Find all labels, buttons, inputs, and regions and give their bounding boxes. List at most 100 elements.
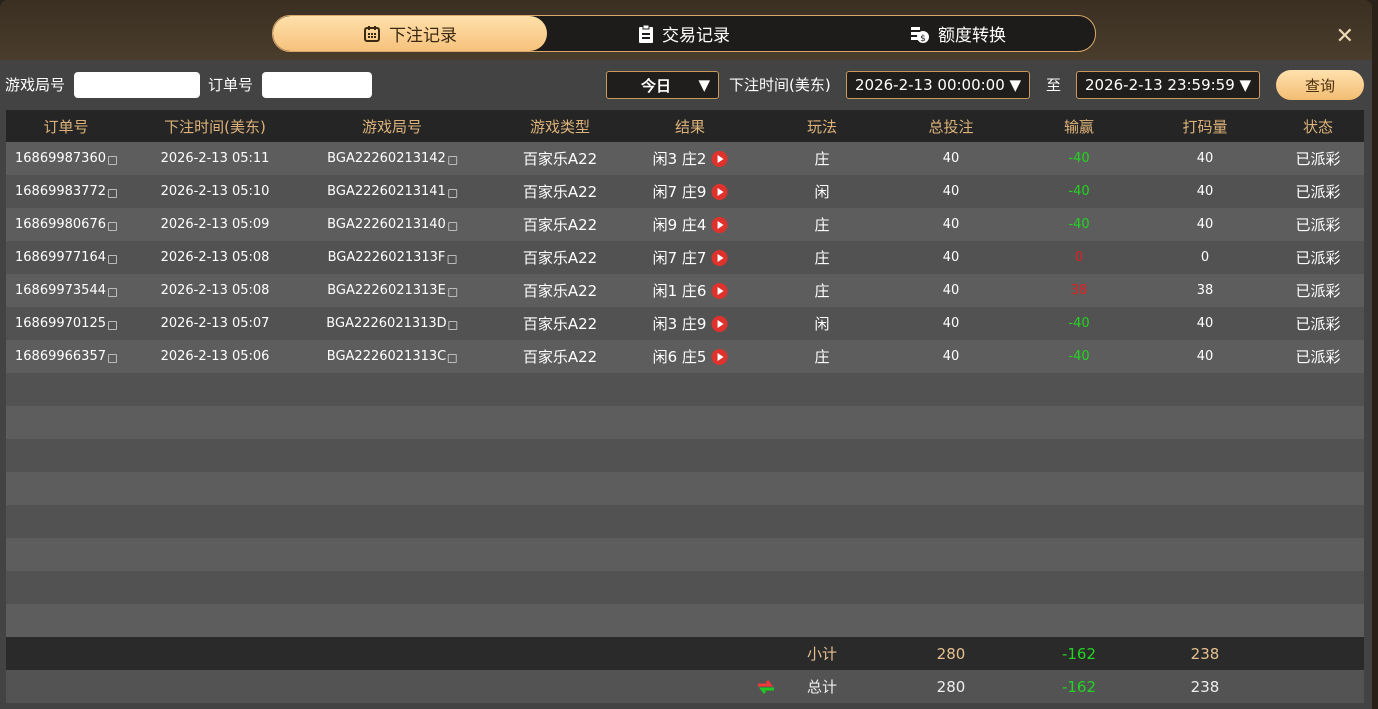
valid-turnover: 0	[1201, 241, 1209, 274]
filter-bar: 游戏局号 订单号 今日 ▼ 下注时间(美东) 2026-2-13 00:00:00…	[0, 70, 1372, 100]
column-header: 总投注	[928, 117, 974, 136]
order-number: 16869983772	[15, 175, 117, 208]
status-text: 已派彩	[1295, 249, 1341, 267]
play-replay-icon[interactable]	[711, 249, 728, 266]
tab-bet-records[interactable]: 下注记录	[273, 16, 547, 51]
bet-time: 2026-2-13 05:06	[161, 340, 270, 373]
to-label: 至	[1046, 76, 1062, 94]
total-label-text: 总计	[806, 678, 838, 696]
bet-type-text: 庄	[814, 348, 830, 366]
game-round-input[interactable]	[74, 72, 200, 98]
close-icon[interactable]: ✕	[1335, 24, 1354, 49]
play-replay-icon[interactable]	[711, 348, 728, 365]
order-number-text: 16869966357	[15, 349, 106, 364]
order-number: 16869977164	[15, 241, 117, 274]
game-type-text: 百家乐A22	[522, 249, 598, 267]
game-type: 百家乐A22	[523, 307, 597, 340]
game-type: 百家乐A22	[523, 175, 597, 208]
play-replay-icon[interactable]	[711, 216, 728, 233]
table-row: 16869977164 2026-2-13 05:08 BGA2226021313F…	[6, 241, 1364, 274]
refresh-icon[interactable]	[756, 670, 776, 703]
order-number-text: 16869970125	[15, 316, 106, 331]
tab-credit-transfer[interactable]: $ 额度转换	[821, 16, 1095, 51]
valid-turnover: 38	[1197, 274, 1214, 307]
bet-time-text: 2026-2-13 05:09	[160, 217, 270, 232]
result: 闲3 庄9	[653, 307, 728, 340]
bet-type: 庄	[814, 241, 829, 274]
copy-icon[interactable]	[107, 321, 117, 330]
total-bet: 40	[943, 142, 960, 175]
result: 闲9 庄4	[653, 208, 728, 241]
empty-row	[6, 538, 1364, 571]
column-header: 输赢	[1063, 117, 1095, 136]
empty-row	[6, 571, 1364, 604]
copy-icon[interactable]	[447, 222, 457, 231]
copy-icon[interactable]	[447, 255, 457, 264]
bet-time: 2026-2-13 05:08	[161, 274, 270, 307]
end-time-value: 2026-2-13 23:59:59	[1085, 76, 1235, 94]
status: 已派彩	[1295, 274, 1340, 307]
copy-icon[interactable]	[107, 156, 117, 165]
game-round: BGA2226021313E	[327, 274, 457, 307]
result-text: 闲9 庄4	[652, 216, 707, 234]
copy-icon[interactable]	[107, 288, 117, 297]
empty-row	[6, 373, 1364, 406]
game-round: BGA22260213142	[327, 142, 457, 175]
bet-time-text: 2026-2-13 05:11	[160, 151, 270, 166]
copy-icon[interactable]	[447, 156, 457, 165]
game-type-text: 百家乐A22	[522, 150, 598, 168]
game-round: BGA22260213140	[327, 208, 457, 241]
copy-icon[interactable]	[448, 354, 458, 363]
game-round: BGA2226021313D	[326, 307, 458, 340]
table-header: 订单号 下注时间(美东) 游戏局号 游戏类型 结果 玩法 总投注 输赢 打码量 状态	[6, 110, 1364, 142]
result-text: 闲3 庄9	[652, 315, 707, 333]
game-type: 百家乐A22	[523, 241, 597, 274]
game-type-text: 百家乐A22	[522, 282, 598, 300]
game-round: BGA22260213141	[327, 175, 457, 208]
total-bet: 280	[937, 670, 966, 703]
end-time-select[interactable]: 2026-2-13 23:59:59 ▼	[1076, 71, 1260, 99]
copy-icon[interactable]	[448, 321, 458, 330]
win-loss: -40	[1068, 175, 1089, 208]
tab-label: 交易记录	[662, 26, 730, 46]
order-number: 16869987360	[15, 142, 117, 175]
play-replay-icon[interactable]	[711, 150, 728, 167]
play-replay-icon[interactable]	[711, 315, 728, 332]
subtotal-win-text: -162	[1061, 644, 1097, 663]
win-loss-text: -40	[1068, 349, 1090, 364]
status: 已派彩	[1295, 241, 1340, 274]
copy-icon[interactable]	[107, 255, 117, 264]
win-loss: 0	[1075, 241, 1083, 274]
copy-icon[interactable]	[447, 189, 457, 198]
subtotal-win: -162	[1062, 637, 1096, 670]
total-bet-text: 40	[942, 349, 960, 364]
copy-icon[interactable]	[107, 354, 117, 363]
tab-transaction-records[interactable]: 交易记录	[547, 16, 821, 51]
result: 闲1 庄6	[653, 274, 728, 307]
order-label: 订单号	[208, 76, 254, 94]
status: 已派彩	[1295, 175, 1340, 208]
copy-icon[interactable]	[107, 222, 117, 231]
game-round: BGA2226021313C	[326, 340, 458, 373]
game-type: 百家乐A22	[523, 142, 597, 175]
bet-type: 庄	[814, 340, 829, 373]
period-select[interactable]: 今日 ▼	[606, 71, 719, 99]
valid-turnover-text: 40	[1196, 349, 1214, 364]
copy-icon[interactable]	[447, 288, 457, 297]
copy-icon[interactable]	[107, 189, 117, 198]
play-replay-icon[interactable]	[711, 282, 728, 299]
game-type-text: 百家乐A22	[522, 348, 598, 366]
total-bet: 40	[943, 307, 960, 340]
status: 已派彩	[1295, 208, 1340, 241]
order-input[interactable]	[262, 72, 372, 98]
calendar-icon	[364, 25, 380, 42]
valid-turnover-text: 40	[1196, 316, 1214, 331]
bet-type: 庄	[814, 274, 829, 307]
start-time-select[interactable]: 2026-2-13 00:00:00 ▼	[846, 71, 1030, 99]
period-value: 今日	[641, 76, 672, 95]
valid-turnover-text: 40	[1196, 151, 1214, 166]
result: 闲3 庄2	[653, 142, 728, 175]
play-replay-icon[interactable]	[711, 183, 728, 200]
game-round-text: BGA2226021313C	[326, 349, 447, 364]
query-button[interactable]: 查询	[1276, 70, 1364, 100]
